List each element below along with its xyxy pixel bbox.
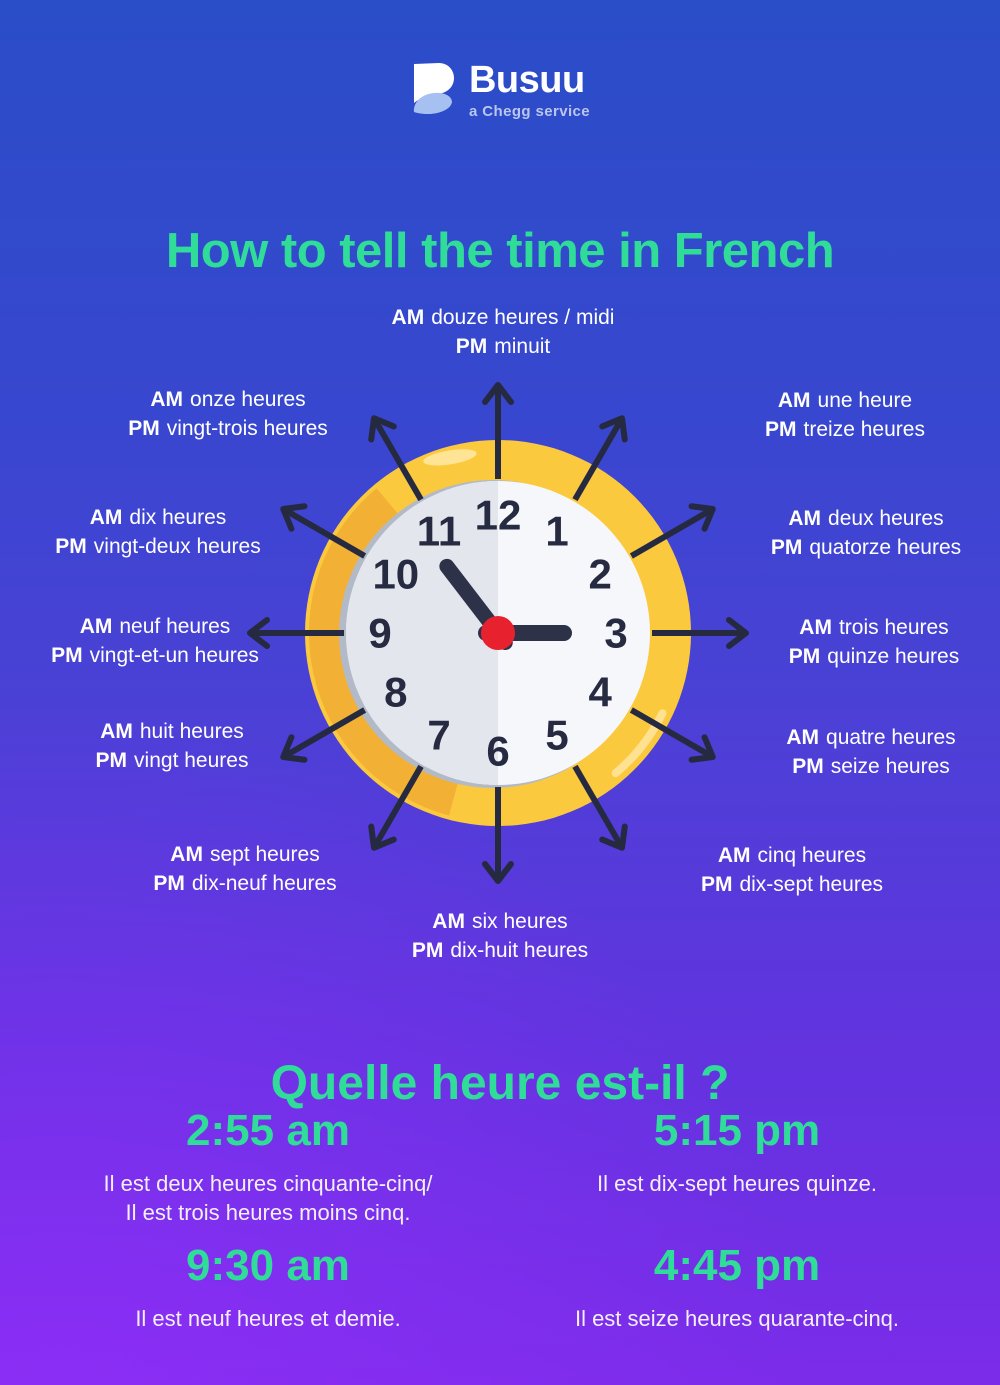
busuu-logo-icon (413, 63, 454, 114)
clock-arrow (280, 503, 367, 559)
clock-label-9: AM neuf heures PM vingt-et-un heures (51, 615, 259, 667)
clock-label-3: AM trois heures PM quinze heures (788, 616, 960, 668)
example-time: 4:45 pm (653, 1241, 821, 1290)
clock-label-12: AM douze heures / midi PM minuit (391, 306, 615, 358)
logo-subtitle: a Chegg service (468, 103, 591, 120)
svg-text:5: 5 (545, 712, 568, 759)
clock-label-1: AM une heure PM treize heures (765, 389, 925, 441)
section-title: Quelle heure est-il ? (270, 1056, 730, 1110)
clock-arrow (572, 415, 628, 502)
example-time: 5:15 pm (653, 1106, 821, 1155)
clock-arrow (280, 707, 367, 763)
svg-text:2: 2 (589, 551, 612, 598)
example-sentence: Il est seize heures quarante-cinq. (574, 1306, 900, 1331)
clock-arrow (482, 382, 514, 479)
clock-label-4: AM quatre heures PM seize heures (786, 726, 956, 778)
svg-text:4: 4 (589, 669, 613, 716)
clock-arrow (482, 787, 514, 884)
svg-text:11: 11 (417, 507, 461, 554)
clock-arrow (368, 764, 424, 851)
clock-label-11: AM onze heures PM vingt-trois heures (128, 388, 328, 440)
clock-arrow (629, 503, 716, 559)
svg-text:6: 6 (486, 728, 509, 775)
svg-text:10: 10 (372, 551, 419, 598)
example-time: 9:30 am (186, 1241, 350, 1290)
svg-text:12: 12 (475, 492, 522, 539)
svg-text:3: 3 (604, 610, 627, 657)
busuu-logo: Busuu a Chegg service (0, 60, 1000, 120)
svg-text:8: 8 (384, 669, 407, 716)
clock-arrow (652, 617, 749, 649)
page-title: How to tell the time in French (165, 223, 835, 278)
clock-arrow (629, 707, 716, 763)
clock-label-8: AM huit heures PM vingt heures (95, 720, 249, 772)
example-4-45-pm: 4:45 pm Il est seize heures quarante-cin… (575, 1241, 899, 1333)
example-time: 2:55 am (186, 1106, 350, 1155)
clock-arrow (247, 617, 344, 649)
clock-arrow (572, 764, 628, 851)
svg-text:7: 7 (427, 712, 450, 759)
clock-label-10: AM dix heures PM vingt-deux heures (55, 506, 261, 558)
example-5-15-pm: 5:15 pm Il est dix-sept heures quinze. (597, 1106, 877, 1198)
logo-wordmark: Busuu (468, 59, 585, 101)
svg-text:9: 9 (368, 610, 391, 657)
example-sentence: Il est neuf heures et demie. (135, 1306, 401, 1331)
example-sentence: Il est deux heures cinquante-cinq/ (103, 1171, 433, 1196)
clock-label-2: AM deux heures PM quatorze heures (770, 507, 962, 559)
example-sentence: Il est trois heures moins cinq. (125, 1200, 411, 1225)
clock-arrow (368, 415, 424, 502)
clock-label-5: AM cinq heures PM dix-sept heures (700, 844, 884, 896)
example-9-30-am: 9:30 am Il est neuf heures et demie. (135, 1241, 400, 1333)
example-2-55-am: 2:55 am Il est deux heures cinquante-cin… (104, 1106, 433, 1227)
svg-text:1: 1 (545, 507, 568, 554)
clock-label-7: AM sept heures PM dix-neuf heures (153, 843, 337, 895)
busuu-logo-text: Busuu a Chegg service (469, 60, 590, 120)
clock-label-6: AM six heures PM dix-huit heures (411, 910, 589, 962)
example-sentence: Il est dix-sept heures quinze. (596, 1171, 878, 1196)
